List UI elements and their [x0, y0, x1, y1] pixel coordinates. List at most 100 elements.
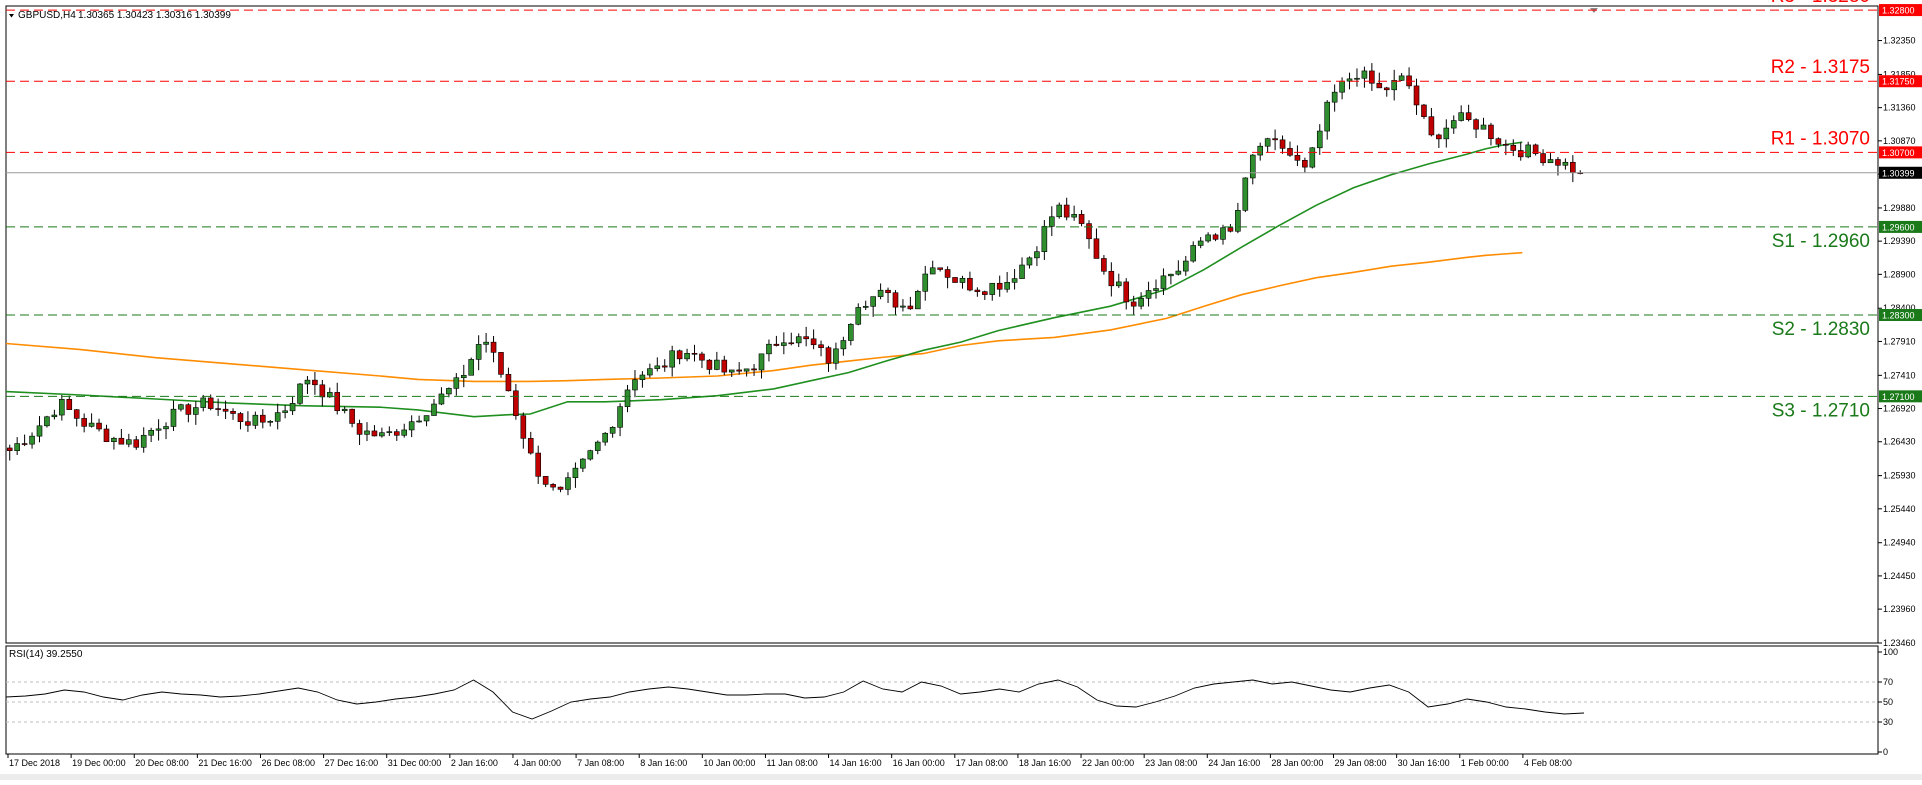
support-level-label: S2 - 1.2830	[1772, 319, 1870, 340]
candle-bearish	[334, 392, 341, 412]
candle-bullish	[1071, 214, 1077, 218]
price-tick-label: 1.26920	[1883, 404, 1916, 414]
candle-bullish	[1525, 144, 1531, 158]
candle-bearish	[974, 289, 981, 292]
candle-bearish	[1503, 143, 1509, 146]
support-price-tag-text: 1.29600	[1882, 222, 1915, 232]
candle-bearish	[1436, 134, 1442, 140]
candle-bullish	[580, 458, 586, 469]
candle-bearish	[237, 413, 244, 422]
time-tick-label: 17 Dec 2018	[9, 758, 60, 768]
rsi-panel-frame	[5, 645, 1879, 755]
candle-bullish	[289, 403, 296, 412]
candle-bearish	[937, 267, 943, 270]
candle-bullish	[1249, 154, 1256, 179]
candle-bearish	[230, 410, 236, 414]
candle-bearish	[699, 353, 705, 361]
rsi-tick-label: 30	[1883, 717, 1893, 727]
candle-bearish	[1555, 159, 1561, 166]
candle-bullish	[989, 282, 996, 295]
candle-bullish	[44, 416, 50, 427]
ma-slow-line	[5, 251, 1523, 383]
rsi-title: RSI(14) 39.2550	[9, 649, 83, 660]
candle-bullish	[1391, 80, 1397, 91]
price-tick-label: 1.25440	[1883, 504, 1916, 514]
candle-bullish	[959, 277, 966, 283]
symbol-label: GBPUSD,H4	[18, 10, 76, 21]
candle-bullish	[401, 429, 408, 436]
candle-bearish	[103, 428, 110, 442]
candle-bearish	[319, 384, 326, 398]
candle-bullish	[1443, 127, 1450, 140]
candle-bearish	[535, 452, 542, 477]
candle-bullish	[714, 359, 720, 370]
candle-bullish	[870, 296, 876, 307]
price-tick-label: 1.24450	[1883, 571, 1916, 581]
candle-bearish	[751, 368, 757, 371]
candle-bearish	[706, 359, 713, 370]
candle-bullish	[1041, 226, 1048, 252]
candle-bearish	[1272, 138, 1278, 141]
time-axis: 17 Dec 2018 19 Dec 00:00 20 Dec 08:00 21 De…	[7, 754, 1572, 768]
candle-bearish	[1421, 104, 1427, 117]
candle-bearish	[803, 336, 809, 340]
candle-bullish	[178, 404, 184, 410]
candle-bullish	[111, 437, 117, 442]
bottom-tab-strip[interactable]	[0, 774, 1922, 780]
resistance-price-tag-text: 1.32800	[1882, 6, 1915, 16]
price-tick-label: 1.29880	[1883, 203, 1916, 213]
time-tick-label: 11 Jan 08:00	[766, 758, 817, 768]
candle-bearish	[788, 342, 795, 345]
candle-bullish	[140, 434, 147, 448]
candle-bullish	[297, 383, 303, 404]
candle-bearish	[542, 476, 549, 485]
candle-bullish	[609, 426, 616, 434]
candle-bullish	[848, 323, 854, 341]
time-tick-label: 20 Dec 08:00	[135, 758, 189, 768]
candle-bullish	[51, 414, 58, 418]
candle-bullish	[1264, 138, 1271, 147]
candle-bearish	[691, 352, 698, 355]
time-tick-label: 7 Jan 08:00	[577, 758, 624, 768]
candle-bearish	[371, 430, 378, 437]
candle-bearish	[1130, 301, 1137, 307]
candle-bearish	[1473, 119, 1479, 130]
time-tick-label: 28 Jan 00:00	[1271, 758, 1323, 768]
candle-bearish	[1540, 153, 1546, 164]
candle-bearish	[393, 431, 400, 436]
current-price-marker: 1.30399	[6, 166, 1922, 179]
candle-bearish	[885, 289, 891, 294]
candle-bullish	[386, 431, 393, 433]
candle-bullish	[59, 398, 65, 416]
symbol-dropdown-icon[interactable]	[9, 14, 14, 18]
candle-bearish	[967, 277, 973, 291]
candle-bullish	[1019, 264, 1025, 279]
candle-bullish	[929, 267, 936, 275]
candle-bearish	[356, 423, 363, 435]
candle-bullish	[1182, 260, 1189, 272]
candle-bullish	[252, 414, 259, 426]
candle-bearish	[312, 379, 318, 386]
candle-bullish	[1145, 290, 1152, 299]
candle-bearish	[1532, 144, 1539, 154]
candle-bullish	[148, 429, 154, 436]
candle-bullish	[587, 450, 594, 460]
time-tick-label: 26 Dec 08:00	[261, 758, 315, 768]
candle-bearish	[66, 398, 73, 410]
candle-bullish	[766, 343, 772, 355]
candle-bullish	[833, 348, 839, 364]
candle-bullish	[126, 439, 132, 445]
price-tick-label: 1.31850	[1883, 69, 1916, 79]
candle-bearish	[1413, 85, 1420, 106]
candle-bearish	[1302, 160, 1308, 168]
moving-averages	[5, 141, 1523, 418]
candle-bullish	[379, 432, 385, 437]
candle-bullish	[758, 353, 765, 371]
candlesticks	[6, 63, 1584, 496]
candle-bullish	[1048, 216, 1055, 227]
candle-bearish	[215, 408, 221, 410]
candle-bullish	[1324, 101, 1331, 132]
time-tick-label: 4 Feb 08:00	[1524, 758, 1572, 768]
